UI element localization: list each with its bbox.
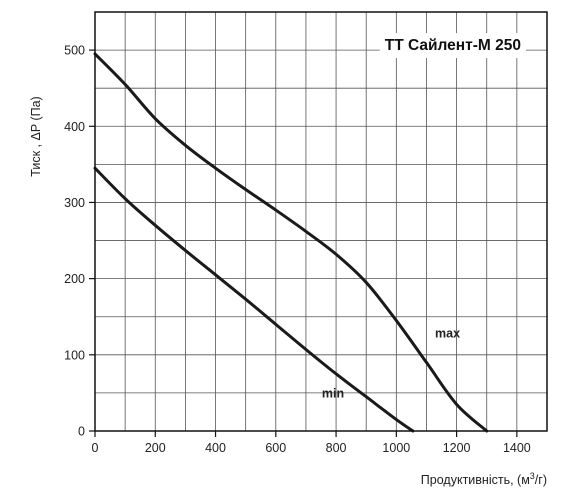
x-axis-label-tail: /г)	[535, 473, 547, 487]
series-label-min: min	[322, 386, 344, 400]
x-tick-label: 800	[326, 441, 347, 455]
x-tick-label: 0	[92, 441, 99, 455]
y-tick-label: 200	[64, 272, 85, 286]
chart-title-background	[379, 33, 526, 59]
tick-labels: 0 200 400 600 800 1000 1200 1400 0 100 200 300 400 50…	[64, 44, 531, 455]
series-label-max: max	[435, 326, 460, 340]
chart-title: ТТ Сайлент-М 250	[385, 37, 521, 54]
x-tick-label: 200	[145, 441, 166, 455]
x-tick-label: 600	[265, 441, 286, 455]
x-axis-label-main: Продуктивність, (м	[421, 473, 530, 487]
x-tick-label: 1200	[443, 441, 471, 455]
y-axis-label: Тиск , ΔP (Па)	[29, 96, 43, 176]
x-tick-label: 1400	[503, 441, 531, 455]
x-tick-label: 1000	[382, 441, 410, 455]
series-line-min	[93, 166, 415, 433]
series-line-max	[93, 52, 489, 433]
x-axis-label-superscript: 3	[530, 471, 535, 481]
x-axis-label: Продуктивність, (м3/г)	[421, 471, 547, 487]
y-tick-label: 0	[78, 425, 85, 439]
x-tick-label: 400	[205, 441, 226, 455]
plot-frame	[94, 11, 548, 432]
curves	[93, 52, 489, 433]
y-tick-label: 400	[64, 120, 85, 134]
y-tick-label: 300	[64, 196, 85, 210]
y-tick-label: 500	[64, 44, 85, 58]
grid	[95, 12, 547, 431]
y-tick-label: 100	[64, 348, 85, 362]
